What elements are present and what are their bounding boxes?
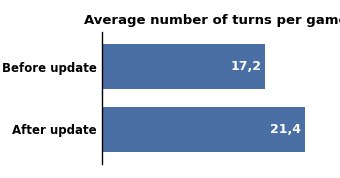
Text: 17,2: 17,2 — [231, 60, 261, 73]
Title: Average number of turns per game: Average number of turns per game — [84, 14, 340, 27]
Bar — [102, 107, 305, 152]
Text: 21,4: 21,4 — [270, 123, 301, 136]
Bar — [102, 44, 265, 89]
